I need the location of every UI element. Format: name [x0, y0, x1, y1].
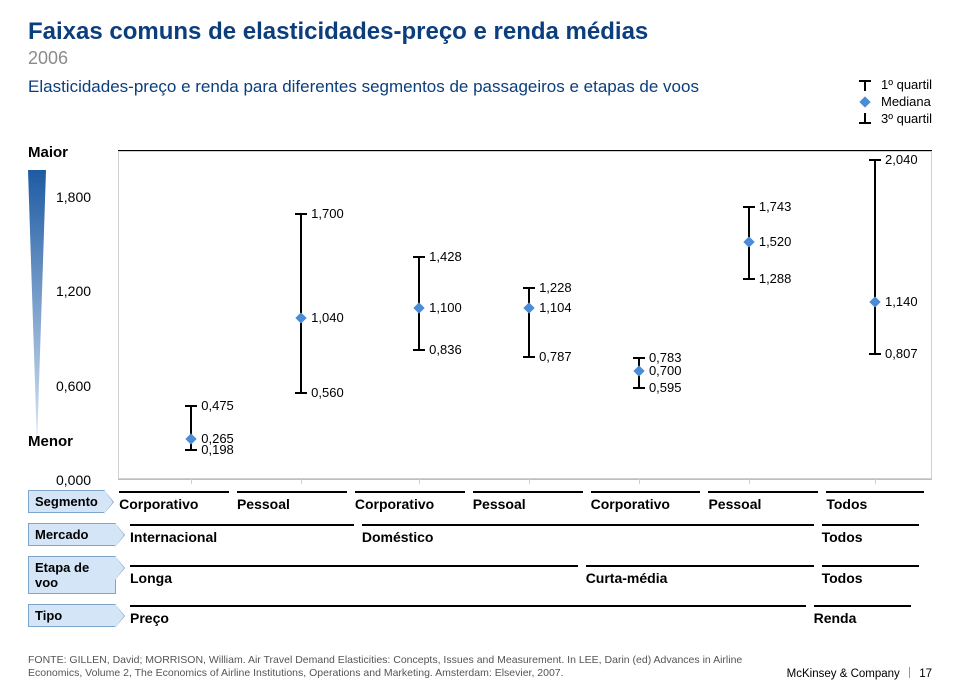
median-marker	[742, 235, 756, 249]
y-tick-label: 1,200	[56, 283, 91, 299]
category-cell: Todos	[826, 491, 924, 512]
row-label: Mercado	[28, 523, 116, 546]
q3-cap	[295, 392, 307, 394]
menor-label: Menor	[28, 433, 73, 450]
q1-cap	[633, 357, 645, 359]
category-cell: Todos	[822, 524, 920, 545]
value-label: 1,700	[311, 206, 344, 221]
year-label: 2006	[28, 48, 932, 69]
category-cell: Preço	[130, 605, 806, 626]
axis-frame	[118, 151, 932, 479]
q1-cap	[743, 206, 755, 208]
category-cell: Todos	[822, 565, 920, 586]
median-marker	[868, 295, 882, 309]
row-label: Segmento	[28, 490, 105, 513]
category-cell: Pessoal	[237, 491, 347, 512]
category-cell: Doméstico	[362, 524, 814, 545]
value-label: 1,040	[311, 310, 344, 325]
chart: Maior 1,8001,2000,6000,000 Menor 0,4750,…	[28, 150, 932, 480]
brand-name: McKinsey & Company	[787, 668, 900, 680]
median-marker	[632, 364, 646, 378]
value-label: 0,807	[885, 346, 918, 361]
row-label: Etapa de voo	[28, 556, 116, 594]
legend-q1: 1º quartil	[881, 77, 932, 92]
brand-footer: McKinsey & Company 17	[787, 667, 932, 680]
value-label: 1,520	[759, 234, 792, 249]
legend-median: Mediana	[881, 94, 931, 109]
page-number: 17	[919, 668, 932, 680]
q3-cap	[633, 387, 645, 389]
value-label: 1,428	[429, 249, 462, 264]
whisker-stem	[528, 288, 530, 357]
legend: 1º quartil Mediana 3º quartil	[855, 77, 932, 128]
gradient-triangle-icon	[28, 170, 46, 445]
y-tick-label: 0,000	[56, 472, 91, 488]
value-label: 0,475	[201, 398, 234, 413]
y-tick-label: 0,600	[56, 378, 91, 394]
category-cell: Corporativo	[591, 491, 701, 512]
category-cell: Pessoal	[708, 491, 818, 512]
q3-cap	[523, 356, 535, 358]
median-marker	[294, 311, 308, 325]
q3-whisker-icon	[855, 113, 875, 125]
q1-cap	[869, 159, 881, 161]
category-cell: Internacional	[130, 524, 354, 545]
median-marker	[412, 301, 426, 315]
legend-q3: 3º quartil	[881, 111, 932, 126]
category-cell: Curta-média	[586, 565, 814, 586]
category-cell: Corporativo	[355, 491, 465, 512]
row-label: Tipo	[28, 604, 116, 627]
value-label: 1,228	[539, 280, 572, 295]
y-tick-label: 1,800	[56, 189, 91, 205]
median-marker-icon	[855, 96, 875, 108]
value-label: 0,595	[649, 380, 682, 395]
category-cell: Pessoal	[473, 491, 583, 512]
value-label: 0,836	[429, 342, 462, 357]
value-label: 1,104	[539, 300, 572, 315]
value-label: 1,288	[759, 271, 792, 286]
whisker-stem	[300, 214, 302, 393]
maior-label: Maior	[28, 144, 68, 161]
category-cell: Corporativo	[119, 491, 229, 512]
value-label: 0,787	[539, 349, 572, 364]
q1-cap	[523, 287, 535, 289]
q3-cap	[185, 449, 197, 451]
value-label: 1,140	[885, 294, 918, 309]
subtitle: Elasticidades-preço e renda para diferen…	[28, 77, 825, 97]
q3-cap	[869, 353, 881, 355]
q3-cap	[413, 349, 425, 351]
q1-cap	[413, 256, 425, 258]
q1-cap	[295, 213, 307, 215]
value-label: 0,560	[311, 385, 344, 400]
q1-whisker-icon	[855, 79, 875, 91]
page-title: Faixas comuns de elasticidades-preço e r…	[28, 18, 932, 46]
value-label: 2,040	[885, 152, 918, 167]
median-marker	[522, 301, 536, 315]
category-cell: Longa	[130, 565, 578, 586]
whisker-stem	[874, 160, 876, 354]
q3-cap	[743, 278, 755, 280]
median-marker	[184, 432, 198, 446]
value-label: 0,700	[649, 363, 682, 378]
q1-cap	[185, 405, 197, 407]
value-label: 1,743	[759, 199, 792, 214]
value-label: 1,100	[429, 300, 462, 315]
value-label: 0,198	[201, 442, 234, 457]
source-citation: FONTE: GILLEN, David; MORRISON, William.…	[28, 654, 758, 680]
category-cell: Renda	[814, 605, 912, 626]
